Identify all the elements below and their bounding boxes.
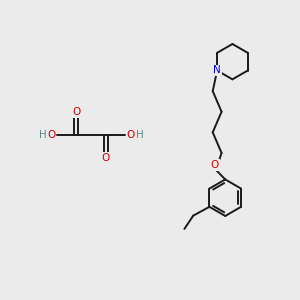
Text: O: O — [72, 107, 80, 117]
Text: O: O — [102, 153, 110, 163]
Text: O: O — [47, 130, 56, 140]
Text: O: O — [127, 130, 135, 140]
Text: O: O — [211, 160, 219, 170]
Text: H: H — [39, 130, 46, 140]
Text: H: H — [136, 130, 144, 140]
Text: N: N — [213, 65, 221, 76]
